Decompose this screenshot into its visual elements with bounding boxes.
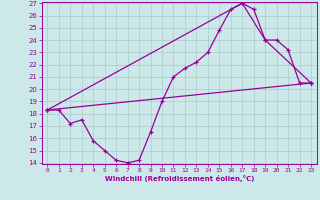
- X-axis label: Windchill (Refroidissement éolien,°C): Windchill (Refroidissement éolien,°C): [105, 175, 254, 182]
